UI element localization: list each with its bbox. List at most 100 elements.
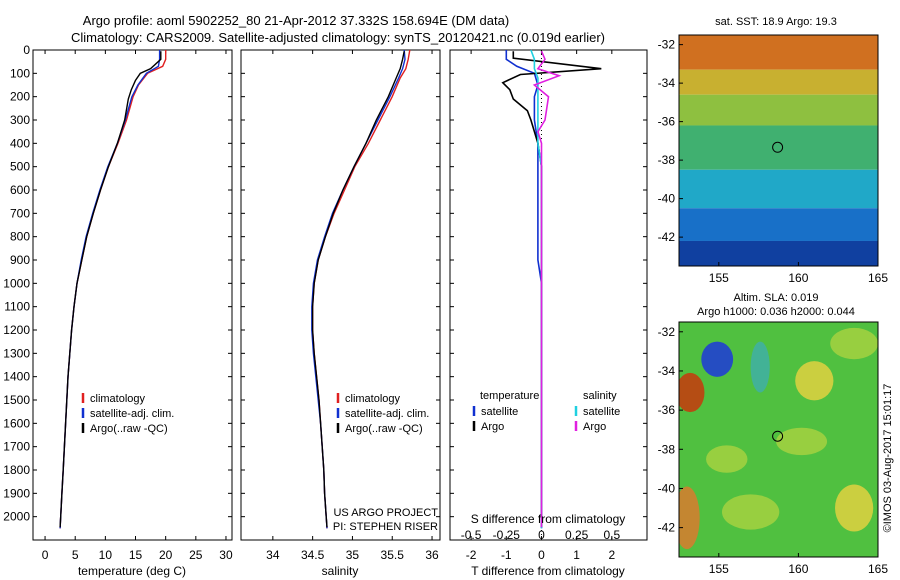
map-frame <box>678 34 879 267</box>
temperature-axis-ticks: 0100200300400500600700800900100011001200… <box>3 43 233 562</box>
s-tick-label: 0.25 <box>565 528 589 542</box>
sla-anomaly-blob <box>679 486 700 550</box>
depth-tick-label: 100 <box>10 66 30 80</box>
latitude-tick-label: -32 <box>658 325 676 339</box>
depth-tick-label: 400 <box>10 136 30 150</box>
depth-tick-label: 900 <box>10 253 30 267</box>
longitude-tick-label: 160 <box>788 562 808 576</box>
sla-anomaly-blob <box>795 361 834 401</box>
latitude-tick-label: -34 <box>658 76 676 90</box>
sla-anomaly-blob <box>830 327 878 360</box>
sla-anomaly-blob <box>776 427 828 456</box>
x-tick-label: 30 <box>219 548 233 562</box>
latitude-tick-label: -36 <box>658 115 676 129</box>
depth-tick-label: 1900 <box>3 486 30 500</box>
latitude-tick-label: -40 <box>658 192 676 206</box>
difference-plot-frame <box>449 49 648 541</box>
salinity-profile-panel: 34 34.5 35 35.5 36 climatology satellite-adj.… <box>240 49 441 578</box>
sla-anomaly-blob <box>721 494 780 530</box>
s-tick-label: -0.25 <box>493 528 521 542</box>
depth-tick-label: 1500 <box>3 393 30 407</box>
sla-map-axis-ticks: 155 160 165 -32 -34 -36 -38 -40 -42 <box>658 321 888 576</box>
sst-band <box>679 125 878 170</box>
x-tick-label: 35.5 <box>381 548 405 562</box>
depth-tick-label: 300 <box>10 113 30 127</box>
latitude-tick-label: -38 <box>658 442 676 456</box>
salinity-axis-ticks: 34 34.5 35 35.5 36 <box>241 49 440 562</box>
temperature-legend: climatology satellite-adj. clim. Argo(..ra… <box>81 393 174 435</box>
longitude-tick-label: 160 <box>788 271 808 285</box>
sst-band <box>679 169 878 209</box>
difference-legend: temperature salinity satellite Argo satellit… <box>472 390 620 433</box>
project-credit-line2: PI: STEPHEN RISER <box>333 521 438 533</box>
depth-tick-label: 600 <box>10 183 30 197</box>
x-tick-label: 36 <box>425 548 439 562</box>
sst-band <box>679 240 878 266</box>
temperature-plot-frame <box>32 49 233 541</box>
s-tick-label: -0.5 <box>461 528 482 542</box>
x-tick-label: 20 <box>159 548 173 562</box>
x-tick-label: -2 <box>466 548 477 562</box>
sst-band <box>679 35 878 70</box>
temperature-series-lines <box>59 50 167 529</box>
x-tick-label: -1 <box>501 548 512 562</box>
x-tick-label: 0 <box>538 548 545 562</box>
sst-map-panel: sat. SST: 18.9 Argo: 19.3 155 160 165 -32 -3… <box>658 16 889 285</box>
sla-anomaly-blob <box>701 341 734 377</box>
sla-anomaly-blob <box>679 372 705 413</box>
depth-tick-label: 1100 <box>4 300 30 314</box>
depth-tick-label: 1000 <box>3 276 30 290</box>
project-credit-line1: US ARGO PROJECT <box>333 507 438 519</box>
salinity-plot-frame <box>240 49 441 541</box>
salinity-difference-axis-label: S difference from climatology <box>471 512 626 526</box>
temperature-x-axis-label: temperature (deg C) <box>78 564 186 578</box>
salinity-series-lines <box>311 49 411 529</box>
x-tick-label: 1 <box>573 548 580 562</box>
legend-label: climatology <box>345 393 401 405</box>
temperature-difference-axis-label: T difference from climatology <box>471 564 625 578</box>
latitude-tick-label: -32 <box>658 38 676 52</box>
longitude-tick-label: 155 <box>709 271 729 285</box>
salinity-legend: climatology satellite-adj. clim. Argo(..ra… <box>336 393 429 435</box>
sla-anomaly-blob <box>706 445 748 473</box>
depth-tick-label: 1400 <box>3 370 30 384</box>
latitude-tick-label: -36 <box>658 403 676 417</box>
argo-position-marker <box>772 430 784 442</box>
imos-timestamp-stamp: ©IMOS 03-Aug-2017 15:01:17 <box>882 384 894 533</box>
sst-band <box>679 208 878 241</box>
depth-tick-label: 700 <box>10 206 30 220</box>
depth-tick-label: 1200 <box>3 323 30 337</box>
x-tick-label: 35 <box>346 548 360 562</box>
x-tick-label: 5 <box>72 548 79 562</box>
difference-series-lines <box>501 49 602 529</box>
sla-field <box>679 322 878 557</box>
s-tick-label: 0.5 <box>603 528 620 542</box>
sst-band <box>679 94 878 126</box>
figure-title-line1: Argo profile: aoml 5902252_80 21-Apr-201… <box>83 13 509 28</box>
series-line-salinity-argo <box>532 50 562 528</box>
temperature-profile-panel: 0100200300400500600700800900100011001200… <box>3 43 233 578</box>
longitude-tick-label: 165 <box>868 271 888 285</box>
sla-anomaly-blob <box>750 341 770 393</box>
depth-tick-label: 1600 <box>3 416 30 430</box>
latitude-tick-label: -42 <box>658 230 676 244</box>
salinity-x-axis-label: salinity <box>322 564 359 578</box>
sst-map-axis-ticks: 155 160 165 -32 -34 -36 -38 -40 -42 <box>658 34 888 285</box>
depth-tick-label: 1300 <box>3 346 30 360</box>
depth-tick-label: 800 <box>10 230 30 244</box>
legend-label: Argo(..raw -QC) <box>90 423 168 435</box>
series-line-argo-raw-qc- <box>59 51 162 528</box>
sst-band <box>679 69 878 95</box>
legend-label: Argo <box>481 421 504 433</box>
depth-tick-label: 1700 <box>3 440 30 454</box>
depth-tick-label: 1800 <box>3 463 30 477</box>
sst-map-title: sat. SST: 18.9 Argo: 19.3 <box>715 16 837 28</box>
x-tick-label: 15 <box>129 548 143 562</box>
legend-label: Argo(..raw -QC) <box>345 423 423 435</box>
legend-header-temperature: temperature <box>480 390 539 402</box>
x-tick-label: 34 <box>266 548 280 562</box>
series-line-argo-raw-qc- <box>311 51 405 528</box>
legend-label: satellite-adj. clim. <box>90 408 174 420</box>
